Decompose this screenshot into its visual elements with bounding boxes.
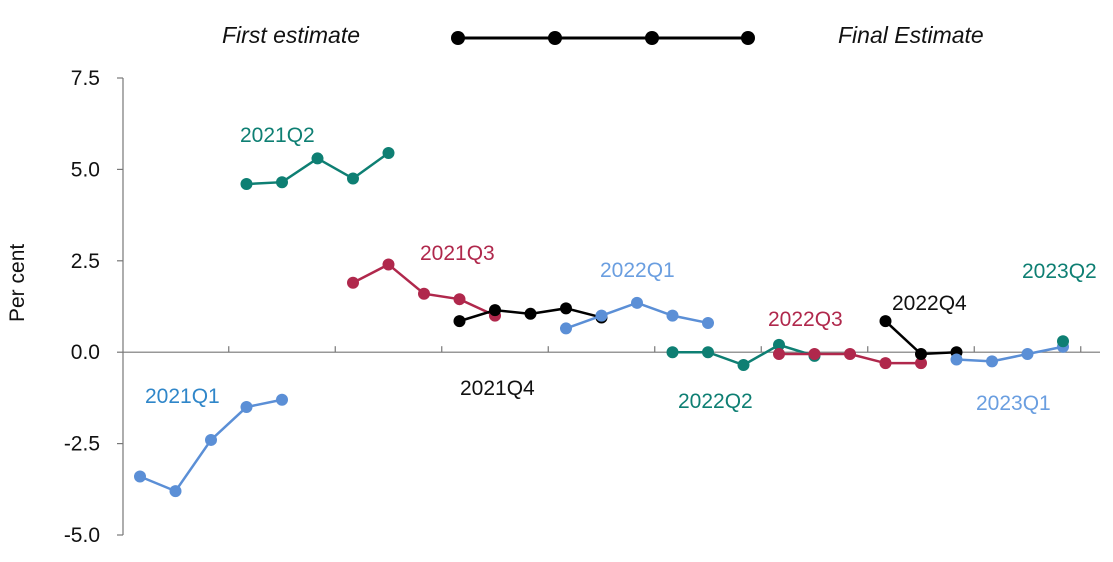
data-point — [134, 470, 146, 483]
data-point — [240, 401, 253, 414]
series-2023Q1 — [950, 340, 1069, 368]
data-point — [666, 346, 679, 359]
data-point — [915, 348, 927, 361]
series-2023Q2 — [1057, 335, 1069, 348]
y-tick-label: 5.0 — [71, 158, 100, 181]
series-2021Q1 — [134, 393, 288, 498]
data-point — [879, 357, 892, 370]
data-point — [489, 304, 501, 317]
y-tick-label: 7.5 — [71, 67, 100, 90]
y-tick-label: 2.5 — [71, 250, 100, 273]
data-point — [453, 315, 466, 328]
data-point — [311, 152, 324, 165]
data-point — [524, 307, 537, 320]
data-point — [347, 276, 359, 289]
data-point — [737, 358, 750, 371]
data-point — [702, 346, 714, 359]
series-label-2022Q4: 2022Q4 — [892, 292, 967, 315]
data-point — [950, 353, 963, 366]
legend-marker-2 — [548, 31, 562, 45]
data-point — [205, 433, 217, 446]
data-point — [773, 338, 785, 351]
series-2022Q2 — [666, 338, 821, 371]
series-labels: 2021Q1 2021Q2 2021Q3 2021Q4 2022Q1 2022Q2 2022… — [145, 124, 1097, 415]
data-point — [773, 348, 785, 361]
series-label-2023Q1: 2023Q1 — [976, 392, 1051, 415]
data-point — [808, 348, 821, 361]
series-label-2022Q1: 2022Q1 — [600, 259, 675, 282]
series-2022Q3 — [773, 348, 927, 370]
legend-final-estimate: Final Estimate — [838, 22, 984, 48]
data-point — [276, 393, 288, 406]
series-2022Q4 — [879, 315, 963, 361]
series-label-2021Q1: 2021Q1 — [145, 385, 220, 408]
y-tick-label: -5.0 — [64, 524, 100, 547]
data-point — [453, 293, 466, 306]
series-label-2022Q2: 2022Q2 — [678, 390, 753, 413]
data-point — [915, 357, 927, 370]
series-2021Q2 — [240, 146, 395, 191]
data-point — [844, 348, 856, 361]
series-label-2022Q3: 2022Q3 — [768, 308, 843, 331]
legend-marker-line — [451, 31, 755, 45]
data-point — [169, 485, 182, 498]
data-point — [1021, 348, 1034, 361]
series-2022Q1 — [560, 296, 714, 335]
data-point — [1057, 335, 1069, 348]
data-point — [595, 309, 608, 322]
data-point — [666, 309, 679, 322]
series-line — [956, 345, 1064, 363]
chart-axes: 7.5 5.0 2.5 0.0 -2.5 -5.0 — [64, 67, 1100, 547]
data-point — [347, 172, 359, 185]
legend-first-estimate: First estimate — [222, 22, 361, 48]
series-layer — [134, 146, 1069, 498]
data-point — [560, 322, 572, 335]
y-axis-title: Per cent — [6, 243, 29, 322]
data-point — [418, 287, 430, 300]
series-label-2023Q2: 2023Q2 — [1022, 260, 1097, 283]
data-point — [560, 302, 572, 315]
data-point — [240, 178, 253, 191]
data-point — [276, 176, 288, 189]
data-point — [631, 296, 643, 309]
data-point — [879, 315, 892, 328]
series-2021Q3 — [347, 258, 501, 322]
legend-marker-1 — [451, 31, 465, 45]
series-label-2021Q3: 2021Q3 — [420, 242, 495, 265]
data-point — [382, 258, 395, 271]
data-point — [986, 355, 998, 368]
y-tick-label: -2.5 — [64, 433, 100, 456]
series-label-2021Q2: 2021Q2 — [240, 124, 315, 147]
data-point — [382, 146, 395, 159]
legend-marker-3 — [645, 31, 659, 45]
data-point — [702, 316, 714, 329]
series-label-2021Q4: 2021Q4 — [460, 377, 535, 400]
legend-marker-4 — [741, 31, 755, 45]
y-tick-label: 0.0 — [71, 341, 100, 364]
